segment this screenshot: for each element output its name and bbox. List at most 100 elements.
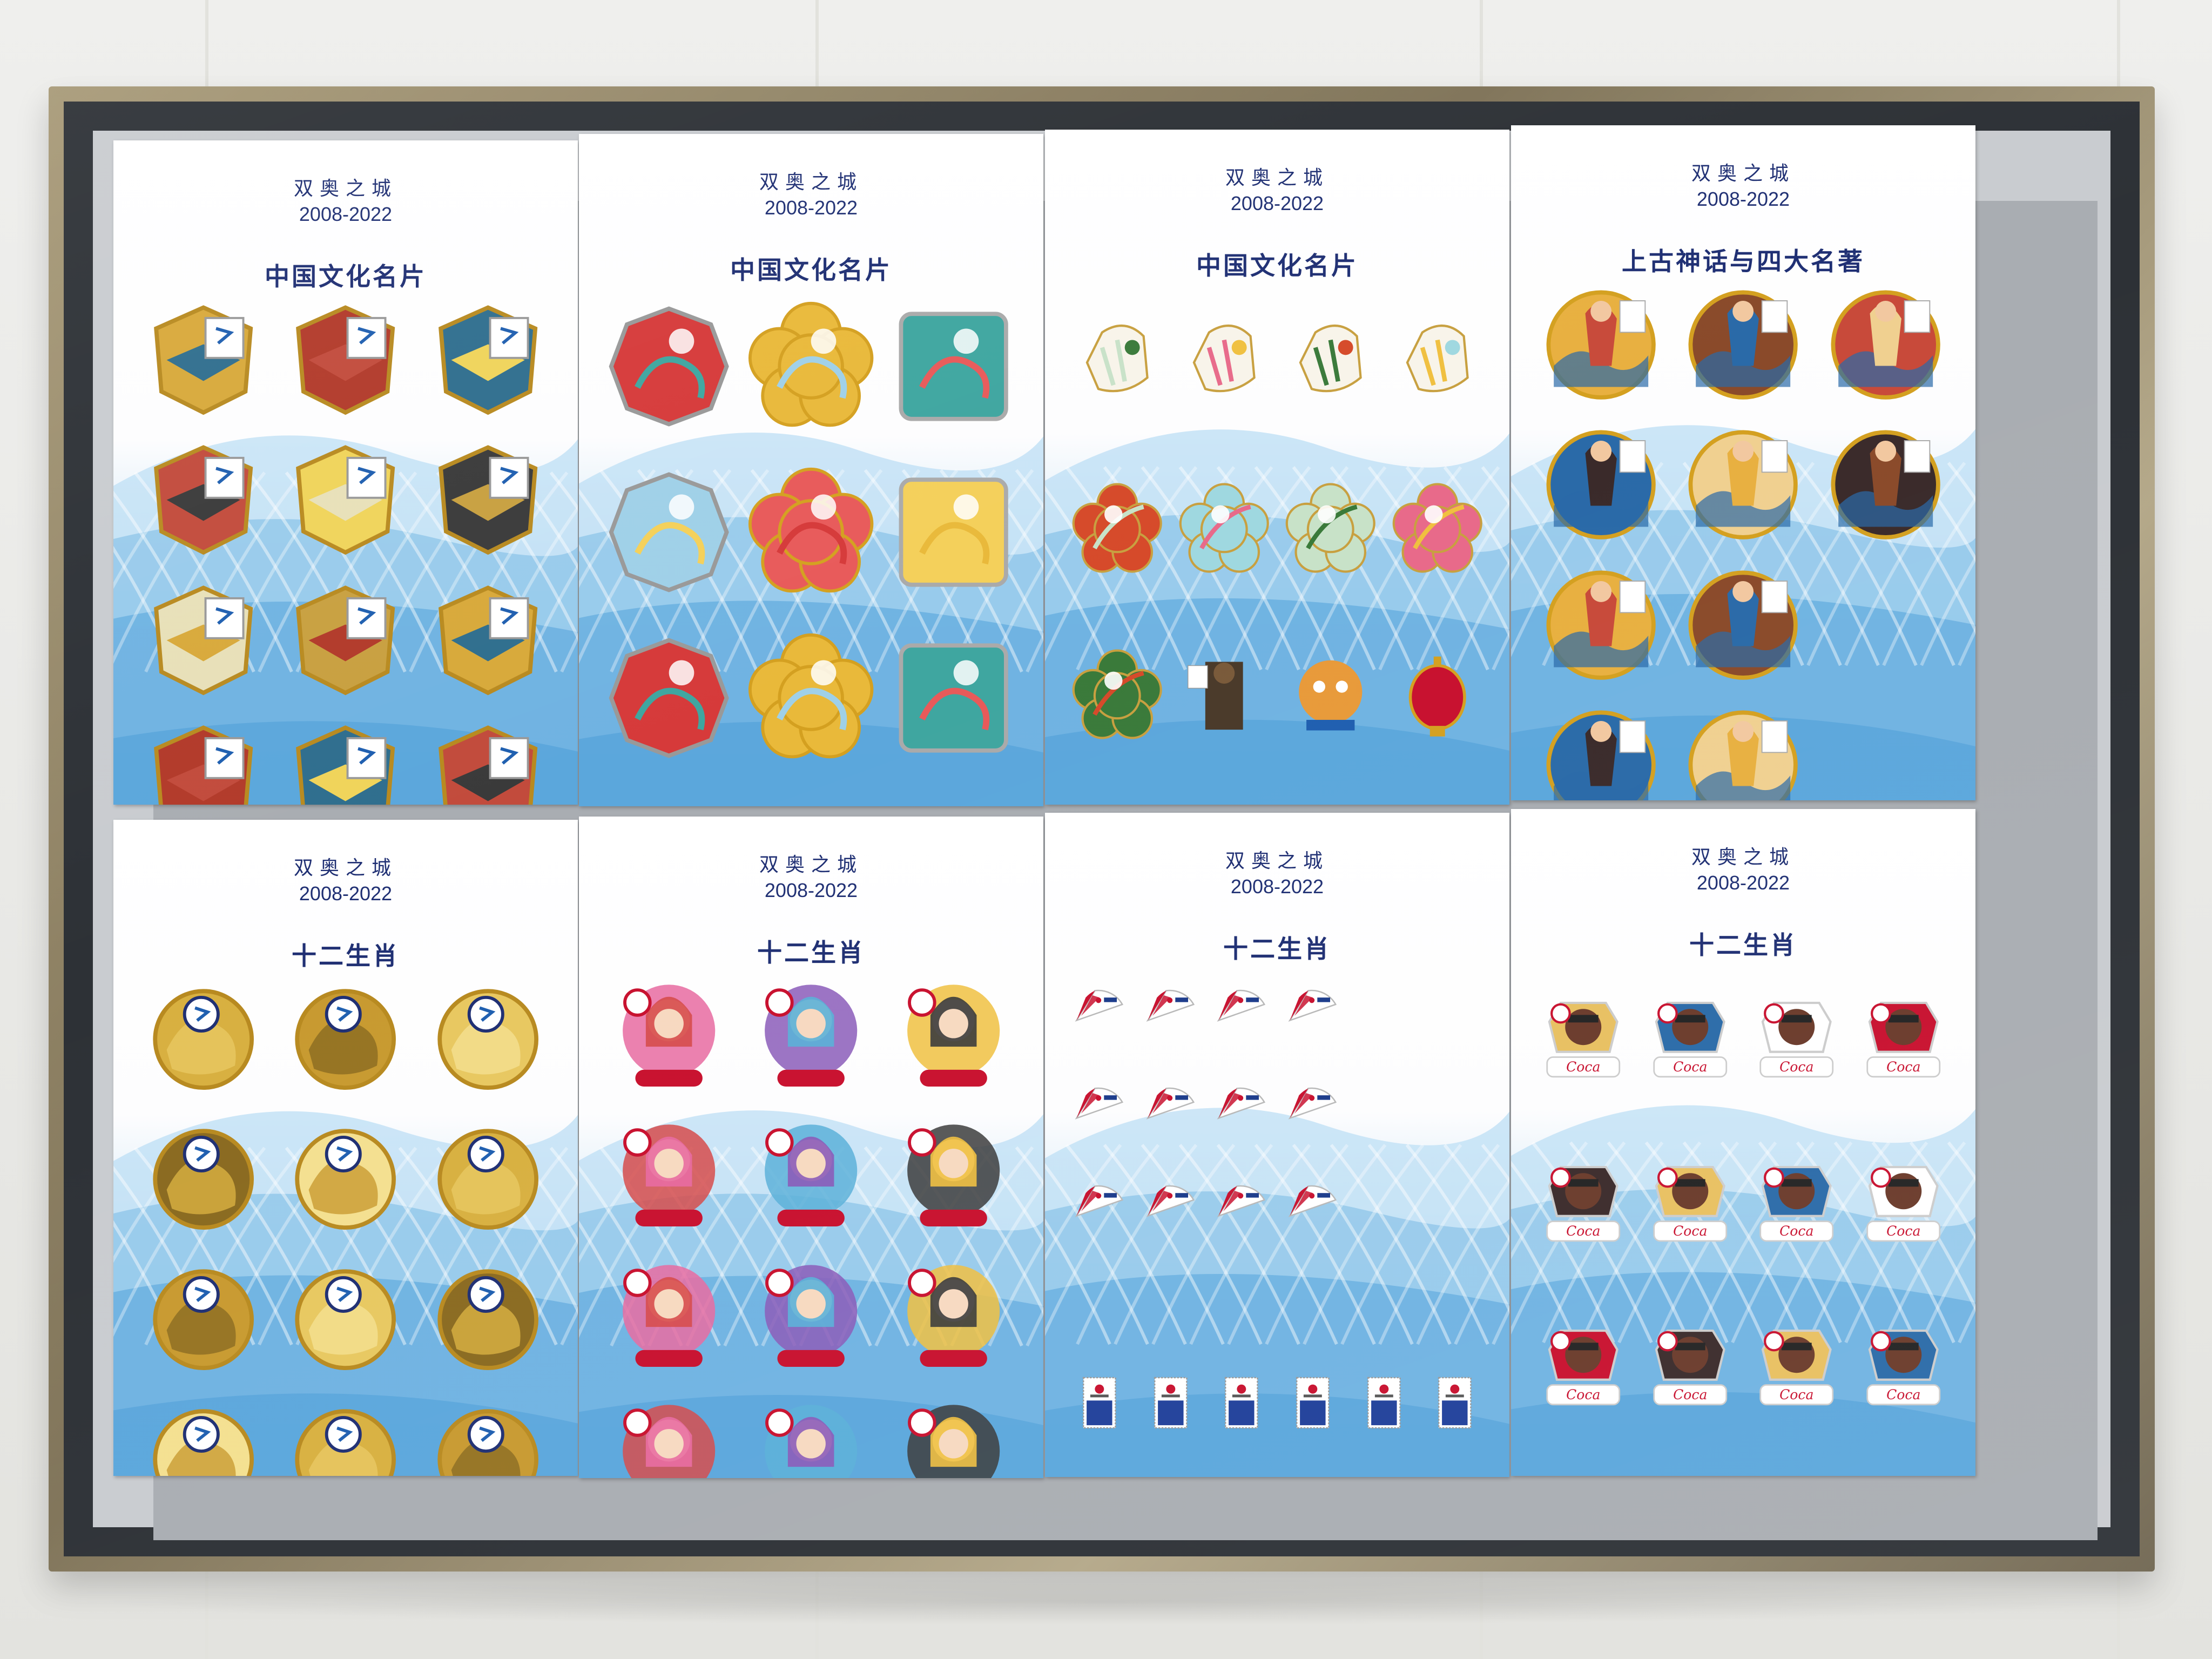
svg-text:Coca: Coca	[1673, 1223, 1707, 1239]
collectible-pin	[1357, 1067, 1412, 1151]
collectible-pin	[748, 1253, 874, 1379]
collectible-pin	[1538, 422, 1664, 548]
collectible-pin	[606, 973, 732, 1099]
collectible-pin	[1285, 1263, 1340, 1347]
collectible-pin: Coca	[1538, 1293, 1629, 1444]
collectible-pin	[1680, 702, 1806, 800]
collectible-pin	[425, 1116, 551, 1242]
collectible-pin	[891, 456, 1016, 608]
panel-subtitle: 双奥之城	[1691, 846, 1795, 868]
pin-grid	[1072, 286, 1482, 772]
pin-grid	[606, 973, 1016, 1478]
collectible-pin: Coca	[1645, 1130, 1736, 1280]
collectible-pin: Coca	[1858, 966, 1949, 1116]
panel-heading: 双奥之城 2008-2022 十二生肖	[113, 852, 578, 972]
pin-panel: 双奥之城 2008-2022 十二生肖 Coca Coca Coca	[1511, 809, 1975, 1476]
pin-panel: 双奥之城 2008-2022 中国文化名片	[113, 140, 578, 805]
collectible-pin	[1285, 1165, 1340, 1249]
collectible-pin	[606, 291, 732, 442]
collectible-pin	[1072, 619, 1163, 772]
collectible-pin	[282, 1257, 408, 1382]
panel-title: 十二生肖	[1689, 930, 1797, 960]
collectible-pin	[282, 976, 408, 1102]
panel-subtitle: 双奥之城	[293, 178, 397, 200]
collectible-pin	[140, 976, 266, 1102]
collectible-pin	[891, 622, 1016, 774]
collectible-pin	[425, 1397, 551, 1476]
collectible-pin	[1823, 562, 1948, 688]
collectible-pin	[891, 291, 1016, 442]
panel-heading: 双奥之城 2008-2022 十二生肖	[1511, 841, 1975, 961]
collectible-pin	[1427, 969, 1482, 1053]
collectible-pin	[1072, 1165, 1127, 1249]
collectible-pin	[748, 456, 874, 608]
panel-title: 中国文化名片	[1196, 251, 1358, 280]
collectible-pin	[748, 1113, 874, 1239]
panel-title: 十二生肖	[1223, 934, 1331, 963]
svg-text:Coca: Coca	[1566, 1223, 1600, 1239]
collectible-pin	[1357, 1361, 1412, 1445]
collectible-pin	[1285, 453, 1376, 606]
collectible-pin	[282, 717, 408, 805]
collectible-pin	[140, 437, 266, 563]
collectible-pin	[282, 297, 408, 423]
collectible-pin	[1143, 1165, 1198, 1249]
panel-years: 2008-2022	[764, 879, 858, 901]
svg-text:Coca: Coca	[1886, 1059, 1920, 1075]
pin-panel: 双奥之城 2008-2022 十二生肖	[113, 820, 578, 1476]
panel-subtitle: 双奥之城	[1225, 167, 1329, 189]
collectible-pin	[1538, 702, 1664, 800]
pin-grid	[140, 297, 551, 805]
collectible-pin: Coca	[1751, 1130, 1842, 1280]
collectible-pin	[1392, 286, 1483, 439]
collectible-pin	[748, 973, 874, 1099]
collectible-pin: Coca	[1645, 966, 1736, 1116]
collectible-pin	[1285, 1067, 1340, 1151]
collectible-pin: Coca	[1538, 966, 1629, 1116]
panel-subtitle: 双奥之城	[1691, 163, 1795, 185]
floor-shadow	[81, 1577, 2133, 1626]
panel-subtitle: 双奥之城	[759, 171, 863, 193]
collectible-pin	[1538, 562, 1664, 688]
display-case-frame: 双奥之城 2008-2022 中国文化名片	[49, 86, 2155, 1572]
svg-text:Coca: Coca	[1779, 1059, 1813, 1075]
collectible-pin	[606, 622, 732, 774]
pin-panel: 双奥之城 2008-2022 十二生肖	[1045, 813, 1509, 1477]
panel-years: 2008-2022	[299, 203, 393, 225]
pin-grid	[140, 976, 551, 1476]
collectible-pin	[1072, 286, 1163, 439]
panel-years: 2008-2022	[1696, 872, 1790, 894]
svg-text:Coca: Coca	[1886, 1223, 1920, 1239]
collectible-pin	[1427, 1361, 1482, 1445]
collectible-pin	[1214, 1263, 1269, 1347]
panel-years: 2008-2022	[1696, 188, 1790, 210]
panel-subtitle: 双奥之城	[293, 857, 397, 879]
collectible-pin: Coca	[1645, 1293, 1736, 1444]
collectible-pin	[282, 1397, 408, 1476]
panel-title: 上古神话与四大名著	[1622, 247, 1865, 276]
collectible-pin	[1072, 453, 1163, 606]
collectible-pin	[425, 297, 551, 423]
collectible-pin	[1823, 702, 1948, 800]
collectible-pin	[1179, 619, 1270, 772]
pin-panel: 双奥之城 2008-2022 中国文化名片	[1045, 130, 1509, 805]
collectible-pin	[891, 1253, 1016, 1379]
svg-text:Coca: Coca	[1566, 1387, 1600, 1402]
pin-grid	[606, 291, 1016, 774]
svg-text:Coca: Coca	[1673, 1387, 1707, 1402]
pin-grid	[1538, 282, 1948, 800]
collectible-pin	[282, 577, 408, 703]
collectible-pin	[1179, 453, 1270, 606]
collectible-pin	[1179, 286, 1270, 439]
panel-years: 2008-2022	[1230, 192, 1324, 214]
collectible-pin: Coca	[1538, 1130, 1629, 1280]
collectible-pin	[1285, 1361, 1340, 1445]
collectible-pin	[1680, 422, 1806, 548]
collectible-pin: Coca	[1751, 1293, 1842, 1444]
display-matte: 双奥之城 2008-2022 中国文化名片	[93, 125, 2110, 1540]
collectible-pin: Coca	[1858, 1130, 1949, 1280]
collectible-pin	[140, 1257, 266, 1382]
panel-heading: 双奥之城 2008-2022 上古神话与四大名著	[1511, 158, 1975, 278]
collectible-pin	[1285, 969, 1340, 1053]
collectible-pin	[1214, 1165, 1269, 1249]
